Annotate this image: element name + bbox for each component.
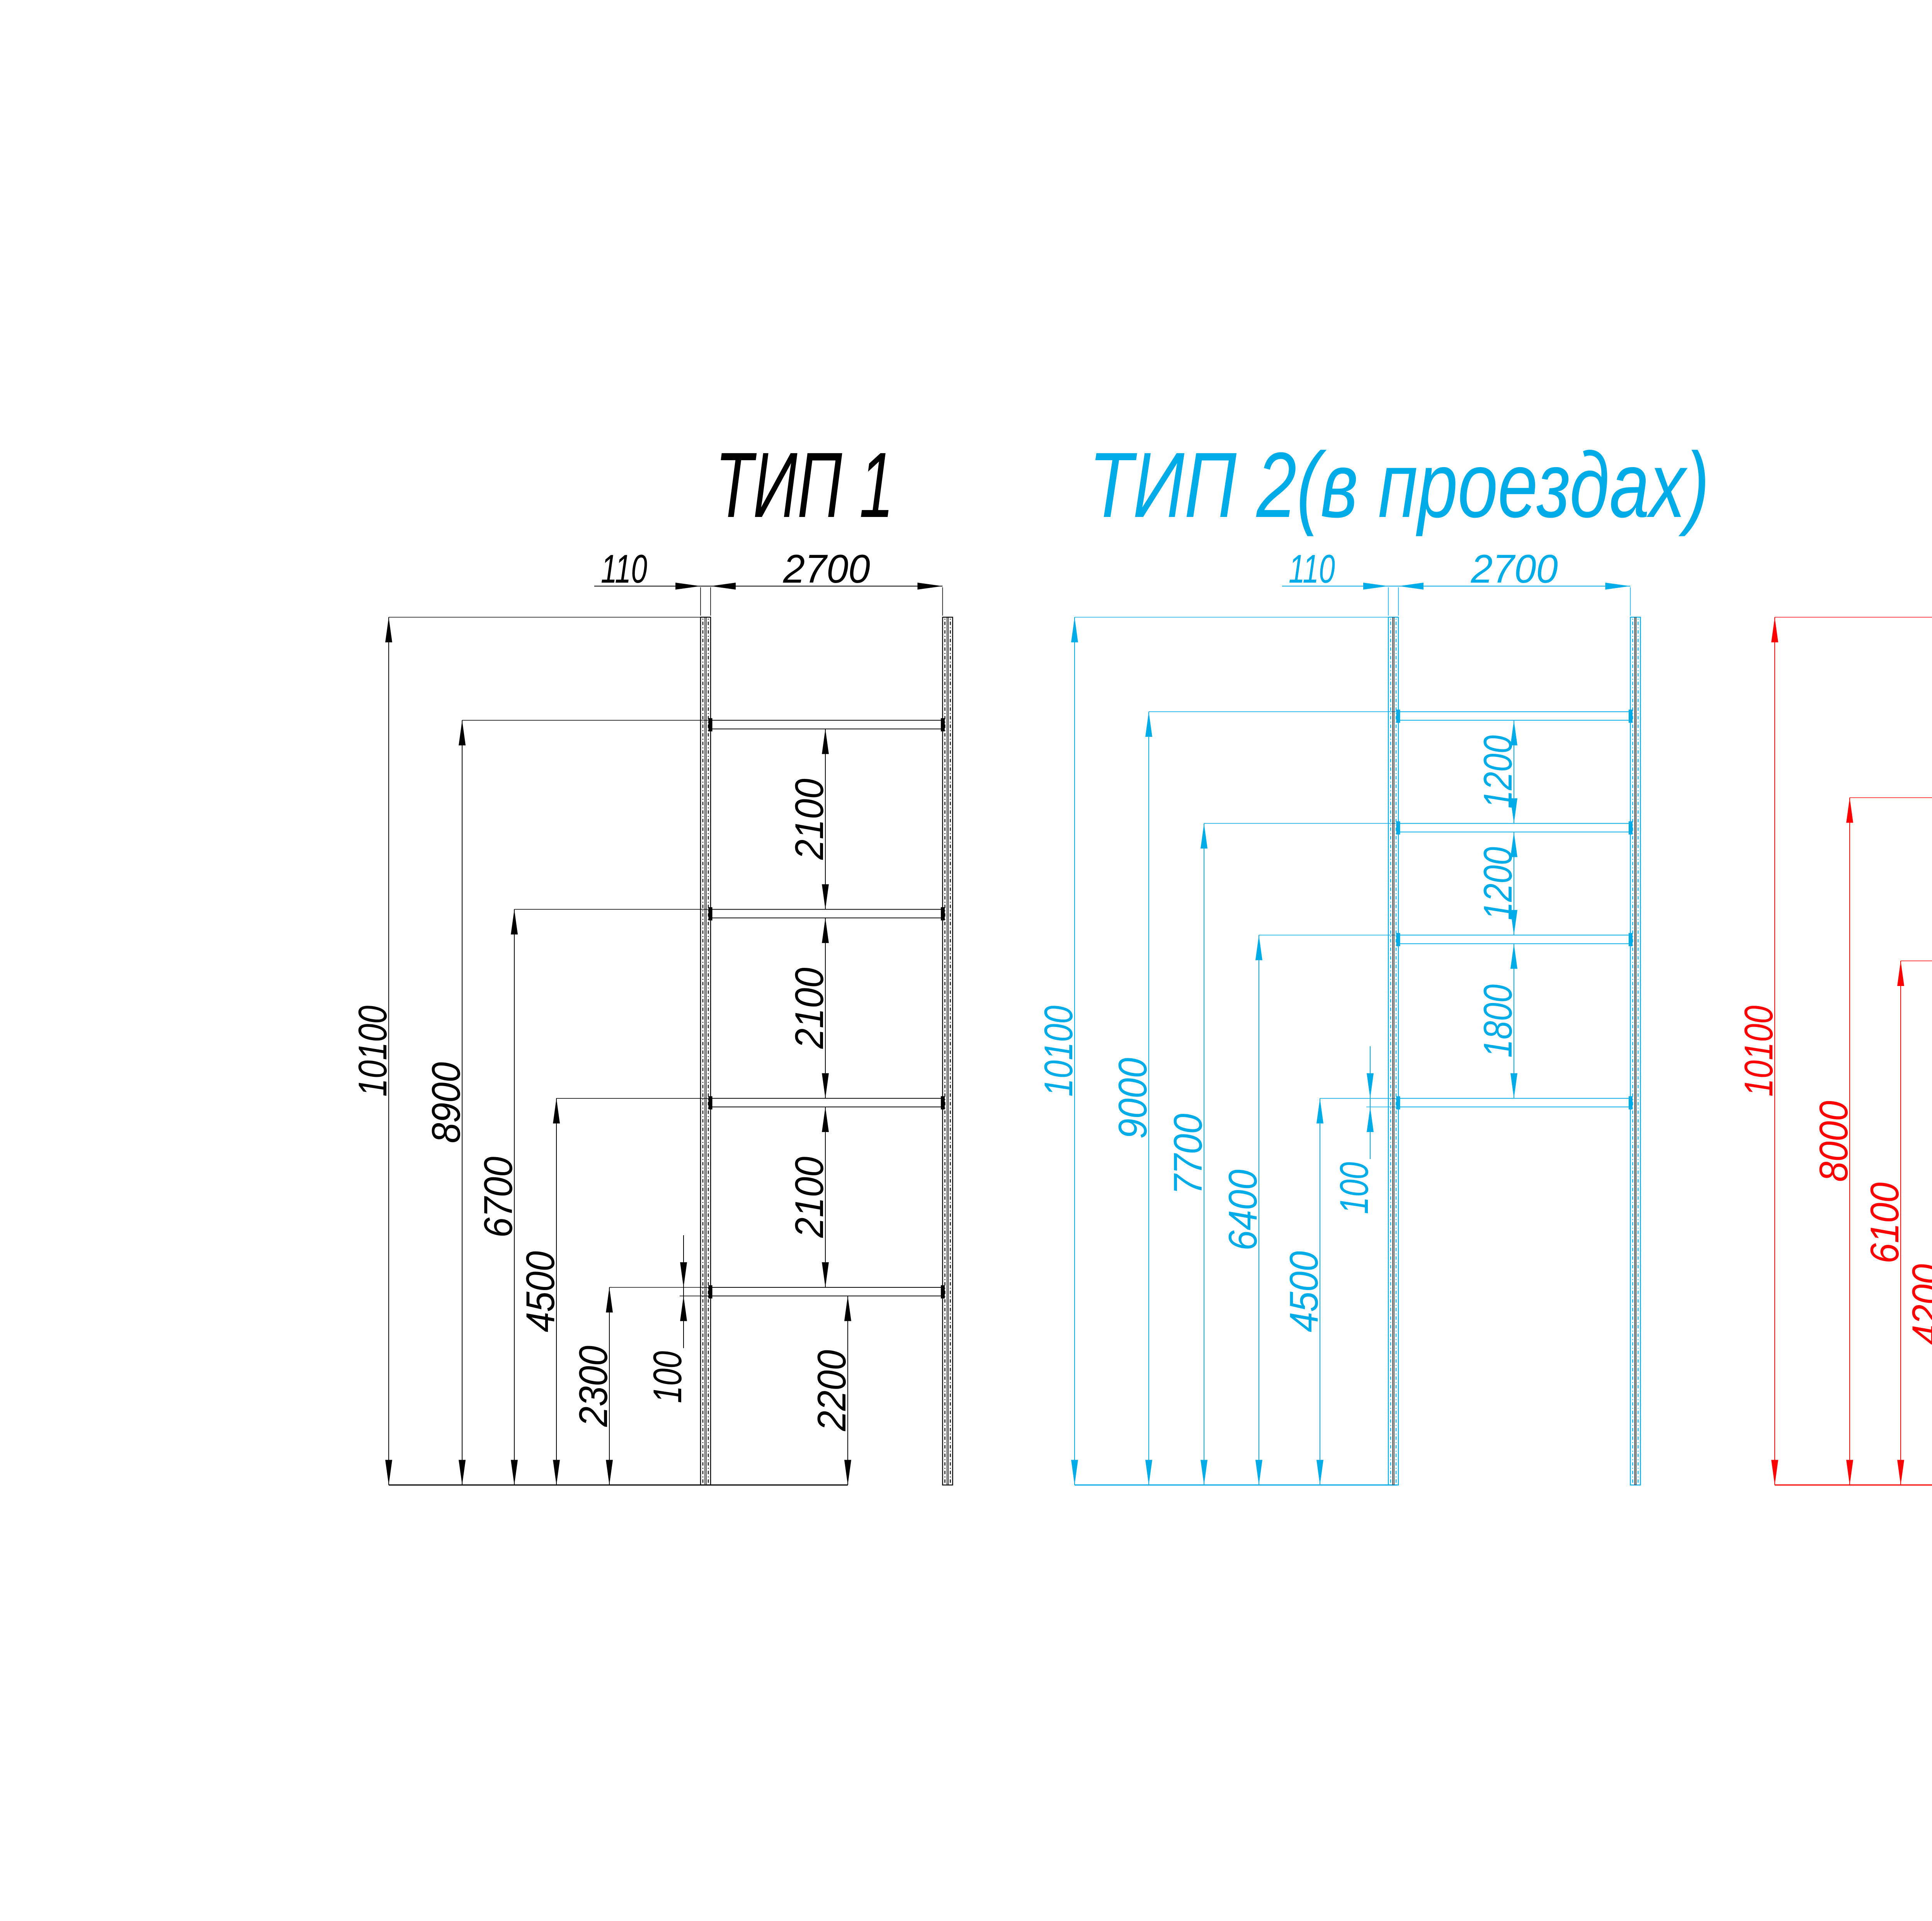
svg-text:2200: 2200 [810, 1350, 854, 1431]
svg-text:8900: 8900 [424, 1062, 469, 1143]
svg-text:110: 110 [1289, 547, 1335, 592]
svg-text:8000: 8000 [1811, 1101, 1856, 1182]
svg-text:2300: 2300 [571, 1346, 616, 1427]
svg-text:10100: 10100 [1736, 1006, 1781, 1097]
svg-text:2700: 2700 [1471, 547, 1558, 592]
svg-text:6700: 6700 [476, 1157, 521, 1238]
svg-text:7700: 7700 [1166, 1114, 1211, 1195]
svg-text:ТИП 2(в проездах): ТИП 2(в проездах) [1089, 433, 1709, 537]
svg-text:2700: 2700 [783, 547, 870, 592]
svg-text:10100: 10100 [350, 1006, 395, 1097]
svg-text:4500: 4500 [1282, 1251, 1327, 1332]
svg-text:6100: 6100 [1862, 1182, 1907, 1263]
svg-text:100: 100 [1332, 1162, 1377, 1214]
svg-text:4500: 4500 [518, 1251, 563, 1332]
svg-text:4200: 4200 [1904, 1264, 1932, 1345]
svg-text:10100: 10100 [1036, 1006, 1081, 1097]
svg-text:1200: 1200 [1476, 847, 1520, 920]
svg-text:100: 100 [645, 1351, 690, 1403]
svg-text:110: 110 [601, 547, 647, 592]
svg-text:9000: 9000 [1111, 1058, 1155, 1139]
svg-text:2100: 2100 [787, 1157, 832, 1238]
svg-text:ТИП 1: ТИП 1 [715, 433, 894, 537]
svg-text:2100: 2100 [787, 779, 832, 860]
svg-text:6400: 6400 [1221, 1170, 1265, 1251]
svg-text:1800: 1800 [1476, 984, 1520, 1058]
svg-text:2100: 2100 [787, 967, 832, 1049]
svg-text:1200: 1200 [1476, 735, 1520, 809]
